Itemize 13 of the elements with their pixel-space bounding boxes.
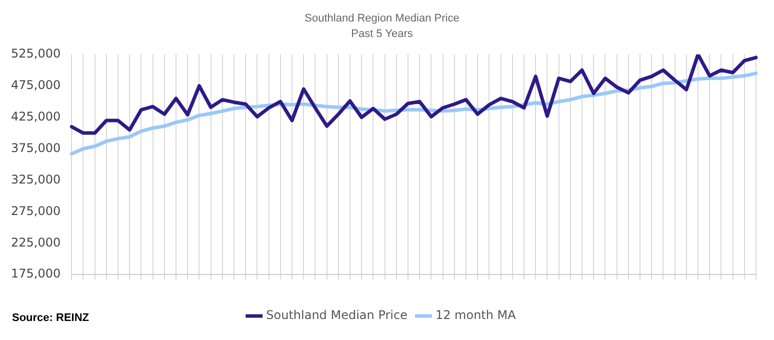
legend-label: 12 month MA [435,308,517,322]
y-tick-label: 525,000 [11,46,61,61]
y-tick-label: 175,000 [11,266,61,281]
y-tick-label: 375,000 [11,140,61,155]
chart-title: Southland Region Median Price [304,12,460,25]
y-tick-label: 475,000 [11,78,61,92]
y-tick-label: 425,000 [11,109,61,124]
y-tick-label: 325,000 [11,172,61,186]
legend-label: Southland Median Price [266,308,408,322]
y-tick-label: 275,000 [11,204,61,218]
y-tick-label: 225,000 [11,235,61,250]
source-note: Source: REINZ [12,312,90,324]
chart-subtitle: Past 5 Years [351,28,414,40]
